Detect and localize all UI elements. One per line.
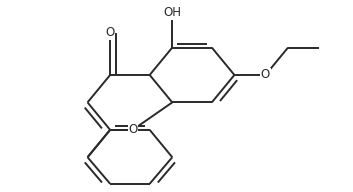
Text: OH: OH xyxy=(163,6,181,19)
Text: O: O xyxy=(106,26,115,39)
Text: O: O xyxy=(128,123,137,136)
Text: O: O xyxy=(261,69,270,81)
